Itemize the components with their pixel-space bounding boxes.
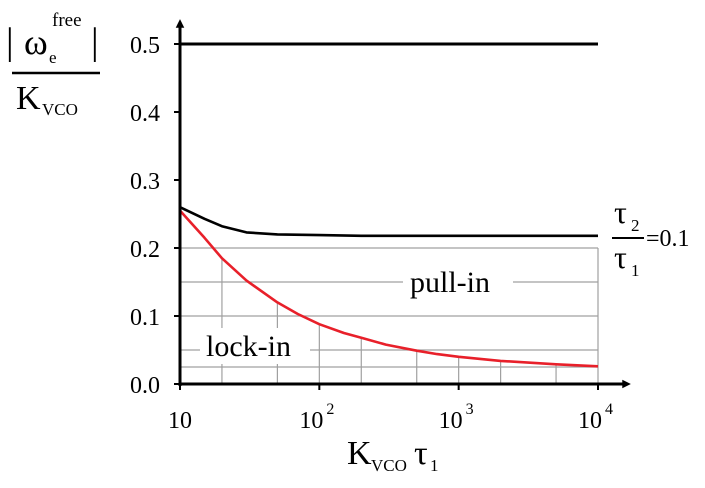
x-tick-label: 10 [168,408,192,434]
y-tick-label: 0.5 [130,33,160,59]
y-label-abs-right: | [91,21,99,63]
x-label-tau-subscript: 1 [430,456,439,475]
x-axis-label: K VCO τ 1 [347,435,439,475]
x-tick-label: 10 [578,408,602,434]
y-label-abs-left: | [6,21,14,63]
annotation-tau2: τ [614,194,627,230]
y-label-denominator-subscript: VCO [42,100,78,119]
series-line-1 [179,209,599,368]
lock-in-label-background [200,328,310,364]
pull-in-label: pull-in [410,266,490,299]
x-tick-exponent: 2 [326,401,334,418]
annotation-tau1-subscript: 1 [631,261,640,280]
series-group [179,42,599,368]
annotation-value: =0.1 [646,226,690,252]
y-tick-label: 0.4 [130,101,160,127]
x-label-K-subscript: VCO [371,456,407,475]
tau-ratio-annotation: τ 2 τ 1 =0.1 [612,194,690,280]
lock-in-label: lock-in [206,330,291,363]
y-tick-label: 0.1 [130,305,160,331]
x-label-tau: τ [414,435,428,472]
pull-in-label-background [403,262,513,298]
y-tick-label: 0.3 [130,169,160,195]
y-label-omega: ω [24,22,48,62]
y-label-omega-superscript: free [52,10,82,31]
series-line-0 [179,206,598,238]
annotation-tau2-subscript: 2 [631,216,640,235]
x-tick-exponent: 4 [605,401,613,418]
y-label-denominator: K [16,80,41,117]
x-tick-label: 10 [299,408,323,434]
y-label-omega-subscript: e [49,48,57,67]
x-tick-label: 10 [439,408,463,434]
annotation-tau1: τ [614,239,627,275]
y-tick-labels: 0.0 0.1 0.2 0.3 0.4 0.5 [130,33,180,399]
x-tick-exponent: 3 [466,401,474,418]
y-axis-label: | ω e free | K VCO [6,10,100,119]
x-tick-labels: 10 10 2 10 3 10 4 [168,384,613,434]
y-tick-label: 0.2 [130,237,160,263]
y-tick-label: 0.0 [130,373,160,399]
x-label-K: K [347,435,372,472]
